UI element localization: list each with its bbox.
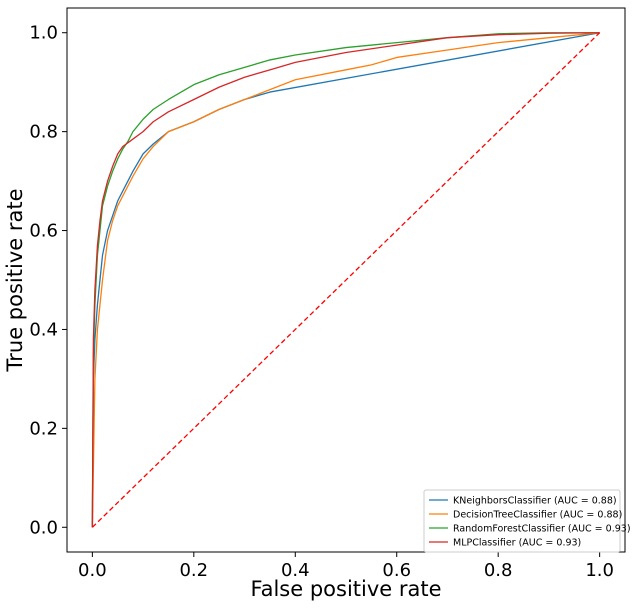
legend-entry: KNeighborsClassifier (AUC = 0.88) [453, 496, 617, 507]
x-tick-label: 0.2 [179, 560, 208, 581]
y-tick-label: 0.0 [29, 517, 58, 538]
y-axis-ticks: 0.0 0.2 0.4 0.6 0.8 1.0 [29, 23, 67, 538]
series-line-1 [91, 32, 600, 528]
y-tick-label: 1.0 [29, 23, 58, 44]
legend-entry: DecisionTreeClassifier (AUC = 0.88) [453, 510, 622, 521]
x-axis-label: False positive rate [250, 577, 441, 601]
y-tick-label: 0.4 [29, 319, 58, 340]
x-tick-label: 0.8 [484, 560, 513, 581]
plot-frame [66, 7, 626, 553]
y-axis-label: True positive rate [3, 189, 27, 373]
legend: KNeighborsClassifier (AUC = 0.88) Decisio… [423, 489, 631, 553]
x-tick-label: 0.6 [382, 560, 411, 581]
legend-box [423, 489, 621, 553]
legend-entry: MLPClassifier (AUC = 0.93) [453, 538, 581, 549]
legend-entry: RandomForestClassifier (AUC = 0.93) [453, 524, 631, 535]
x-tick-label: 0.0 [78, 560, 107, 581]
x-axis-ticks: 0.0 0.2 0.4 0.6 0.8 1.0 [78, 552, 614, 581]
chance-diagonal-line [91, 32, 601, 528]
y-tick-label: 0.6 [29, 221, 58, 242]
x-tick-label: 1.0 [585, 560, 614, 581]
y-tick-label: 0.8 [29, 122, 58, 143]
series-line-2 [91, 32, 600, 528]
series-line-3 [91, 32, 600, 528]
y-tick-label: 0.2 [29, 418, 58, 439]
x-tick-label: 0.4 [281, 560, 310, 581]
